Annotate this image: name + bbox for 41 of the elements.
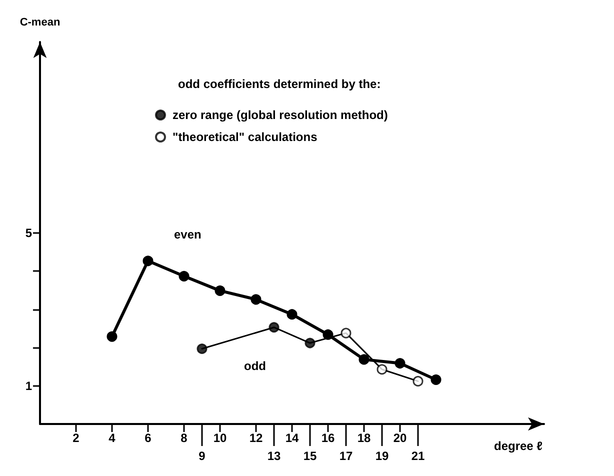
x-tick-label: 16 — [321, 431, 335, 445]
y-tick-label: 5 — [25, 226, 32, 240]
point — [286, 309, 298, 320]
legend-label: "theoretical" calculations — [172, 130, 318, 144]
x-tick-label: 8 — [180, 431, 188, 445]
point — [106, 331, 118, 342]
y-axis-title: C-mean — [20, 16, 60, 28]
series-label: odd — [244, 359, 266, 374]
x2-tick-label: 13 — [267, 449, 281, 463]
x2-tick-label: 19 — [375, 449, 389, 463]
point — [214, 285, 226, 296]
point — [304, 338, 316, 348]
point — [142, 256, 154, 266]
legend-title: odd coefficients determined by the: — [178, 77, 381, 91]
point — [178, 270, 190, 282]
y-tick-label: 1 — [25, 378, 32, 393]
point — [268, 322, 280, 333]
x-tick-label: 10 — [213, 431, 227, 445]
point — [376, 364, 388, 375]
point — [412, 376, 424, 386]
x-tick-label: 4 — [108, 431, 116, 445]
point — [322, 329, 334, 340]
text: even — [174, 228, 202, 242]
legend-label: zero range (global resolution method) — [172, 108, 388, 122]
x2-tick-label: 21 — [411, 449, 425, 463]
x2-tick-label: 15 — [303, 449, 317, 463]
point — [394, 358, 406, 369]
x-tick-label: 18 — [357, 431, 371, 445]
x-tick-label: 12 — [249, 431, 263, 445]
point — [358, 354, 370, 365]
point — [340, 328, 352, 338]
x2-tick-label: 9 — [198, 449, 206, 463]
x-axis-title: degree ℓ — [494, 439, 543, 453]
x-tick-label: 20 — [393, 431, 407, 445]
x-tick-label: 14 — [285, 431, 299, 445]
point — [430, 374, 442, 385]
x-tick-label: 2 — [72, 431, 80, 445]
point — [250, 294, 262, 305]
x-tick-label: 6 — [144, 431, 152, 445]
x2-tick-label: 17 — [339, 449, 353, 463]
point — [196, 344, 208, 354]
